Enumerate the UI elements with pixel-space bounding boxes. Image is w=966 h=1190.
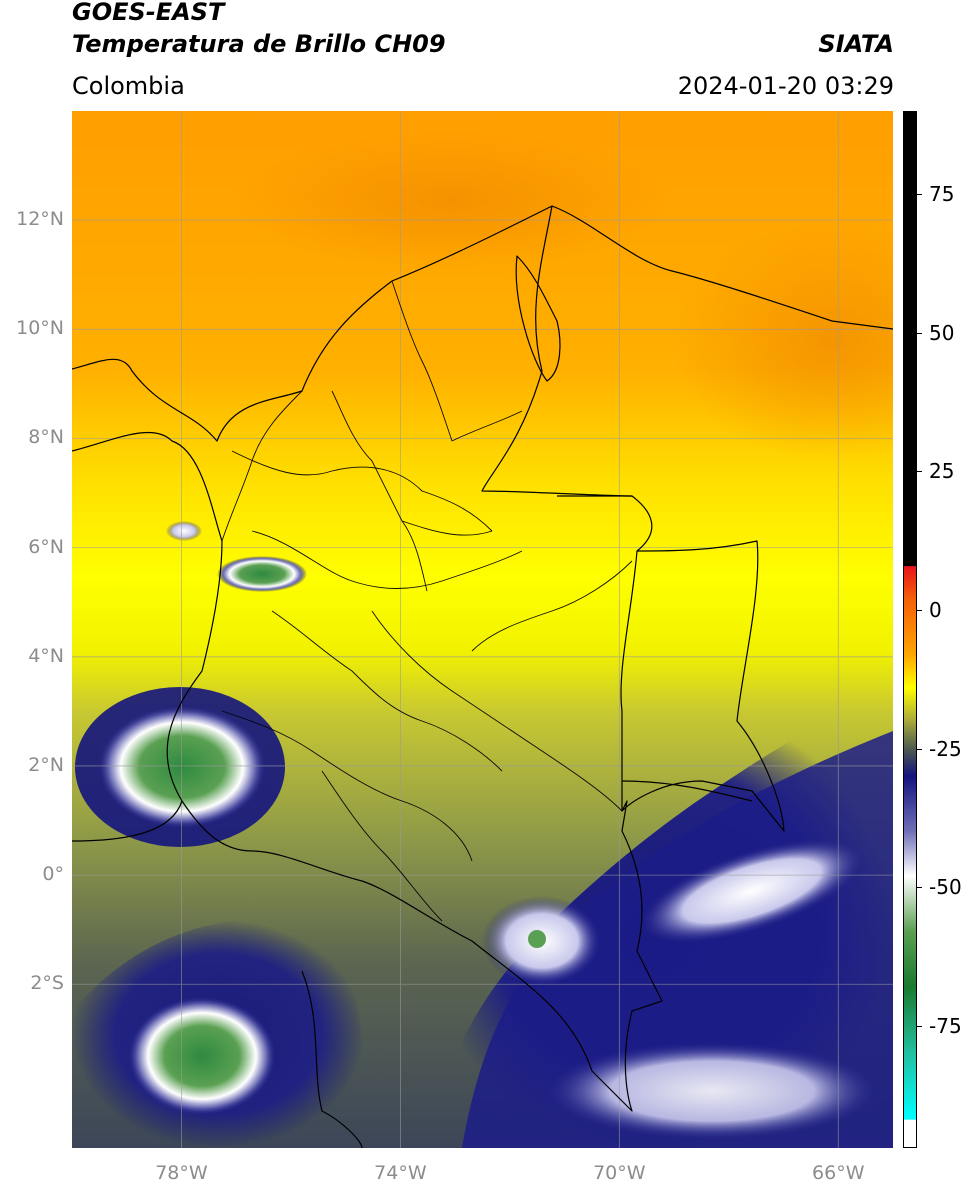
ecuador-border-coast [72, 800, 183, 842]
colorbar-tick [916, 748, 922, 750]
colorbar-tick-label: -75 [929, 1014, 962, 1038]
country-borders [72, 205, 893, 1148]
cold-core-east [528, 930, 546, 948]
lon-label: 70°W [593, 1162, 646, 1184]
lat-label: 12°N [16, 208, 64, 231]
lon-label: 78°W [155, 1162, 208, 1184]
colorbar-tick [916, 194, 922, 196]
colorbar-tick-label: -25 [929, 736, 962, 761]
colombia-border [72, 205, 785, 1112]
colorbar-tick-label: 50 [929, 320, 955, 345]
region-label: Colombia [72, 72, 185, 100]
colorbar-tick [916, 610, 922, 612]
cloud-band-east [637, 837, 867, 945]
map-canvas [72, 111, 893, 1148]
peru-border [301, 970, 363, 1148]
colorbar-tick-label: 0 [929, 598, 942, 623]
storm-cell-choco [217, 556, 307, 592]
lat-label: 2°N [28, 753, 64, 776]
brazil-border [621, 780, 753, 802]
storm-cell-southwest [127, 996, 277, 1116]
cloud-band-south [542, 1041, 882, 1141]
lon-label: 74°W [374, 1162, 427, 1184]
cloud-cell-small [166, 521, 202, 541]
department-borders [221, 280, 633, 922]
colorbar-tick-label: 25 [929, 459, 955, 484]
brand-label: SIATA [818, 30, 894, 58]
satellite-map [72, 111, 893, 1148]
venezuela-coast [551, 205, 893, 330]
graticule [72, 111, 893, 1148]
lat-label: 10°N [16, 317, 64, 340]
venezuela-border [557, 495, 638, 811]
lon-label: 66°W [812, 1162, 865, 1184]
title-product: Temperatura de Brillo CH09 [72, 30, 446, 58]
warm-area-east [672, 221, 893, 461]
lake-maracaibo [515, 255, 561, 382]
timestamp-label: 2024-01-20 03:29 [677, 72, 894, 100]
colorbar-tick-label: 75 [929, 182, 955, 207]
colorbar-tick [916, 887, 922, 889]
lat-label: 8°N [28, 426, 64, 449]
colorbar-tick [916, 471, 922, 473]
lat-label: 6°N [28, 535, 64, 558]
colorbar-tick [916, 1026, 922, 1027]
lat-label: 4°N [28, 644, 64, 667]
colorbar [903, 111, 917, 1148]
lat-label: 2°S [30, 972, 64, 995]
lat-label: 0° [42, 863, 64, 886]
storm-cell-pacific [97, 705, 267, 829]
colorbar-tick [916, 332, 922, 334]
colorbar-tick-label: -50 [929, 875, 962, 900]
warm-area-north [232, 131, 672, 271]
title-satellite: GOES-EAST [72, 0, 225, 26]
